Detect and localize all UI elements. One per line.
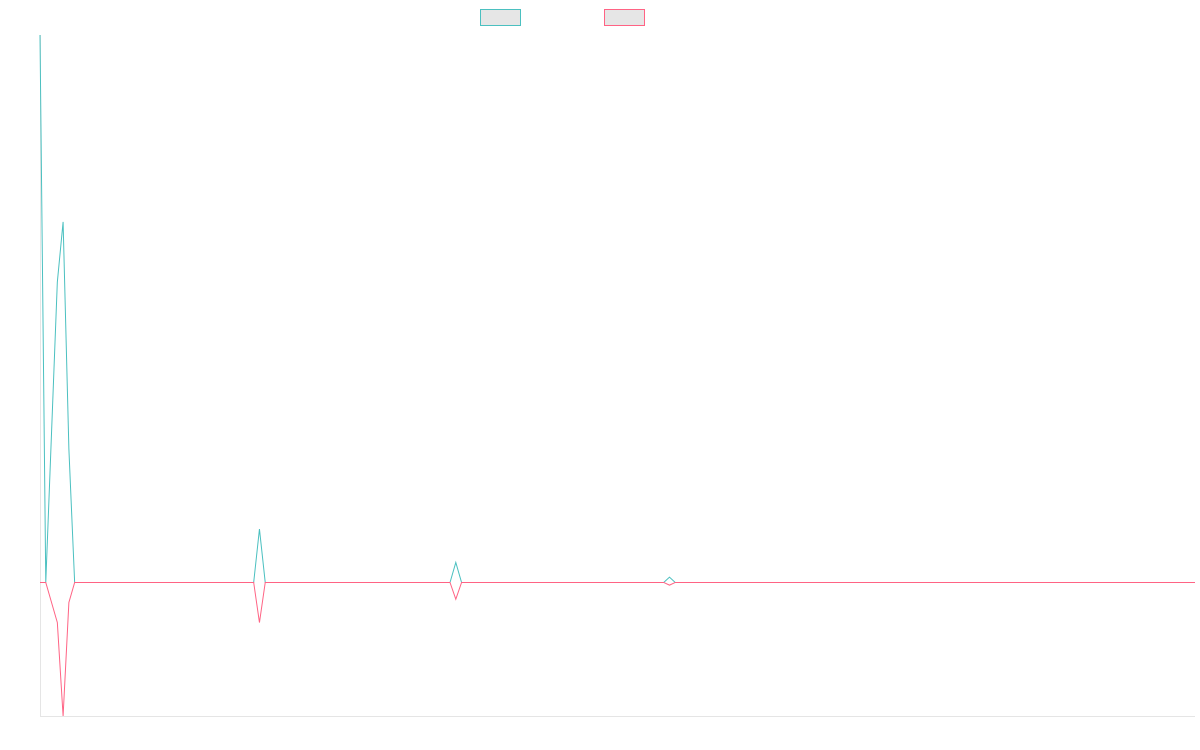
series-2-line[interactable] (40, 581, 1195, 717)
legend-swatch-series-2[interactable] (604, 9, 645, 26)
series-2 (40, 581, 1195, 717)
legend-swatch-series-1[interactable] (480, 9, 521, 26)
series-1 (39, 34, 1195, 583)
axes (40, 35, 1195, 717)
series-layer (39, 34, 1195, 717)
series-1-line[interactable] (39, 34, 1195, 583)
legend[interactable] (480, 9, 645, 26)
